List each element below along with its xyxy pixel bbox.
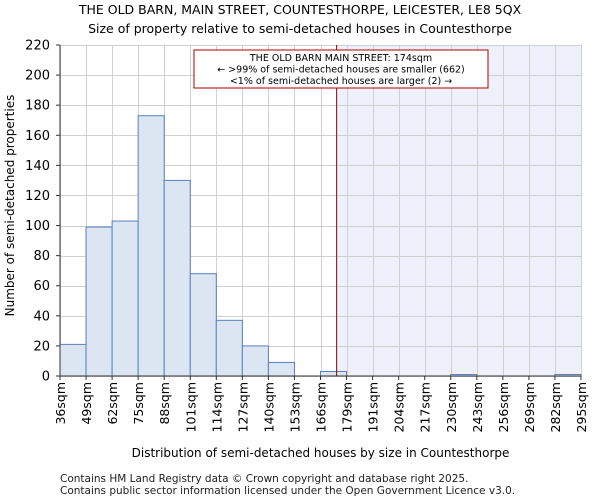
x-tick-label: 191sqm [366,382,381,432]
histogram-bar [137,115,165,377]
x-tick-label: 217sqm [418,382,433,432]
histogram-bar [215,319,243,377]
annotation-box [193,49,489,89]
x-tick-label: 114sqm [209,382,224,432]
histogram-bar [267,361,295,377]
footer-licence: Contains public sector information licen… [60,485,516,497]
x-tick-label: 140sqm [261,382,276,432]
annotation-line-1: THE OLD BARN MAIN STREET: 174sqm [249,53,432,64]
x-tick-label: 230sqm [444,382,459,432]
x-tick-label: 88sqm [157,382,172,425]
x-tick-label: 204sqm [392,382,407,432]
y-tick-label: 180 [25,99,50,114]
chart-title: THE OLD BARN, MAIN STREET, COUNTESTHORPE… [78,2,522,17]
larger-region-highlight [336,45,581,376]
histogram-bar [85,226,113,377]
y-tick-label: 40 [33,309,50,324]
histogram-bar [111,220,139,377]
x-tick-label: 62sqm [105,382,120,425]
x-tick-label: 179sqm [340,382,355,432]
y-tick-label: 0 [42,370,50,385]
y-tick-label: 140 [25,159,50,174]
x-tick-label: 269sqm [522,382,537,432]
chart-subtitle: Size of property relative to semi-detach… [88,21,512,36]
x-axis-label: Distribution of semi-detached houses by … [132,446,510,460]
y-tick-label: 80 [33,249,50,264]
annotation-line-3: <1% of semi-detached houses are larger (… [230,76,452,87]
y-tick-label: 120 [25,189,50,204]
x-tick-label: 166sqm [314,382,329,432]
y-axis-label: Number of semi-detached properties [3,95,17,317]
x-tick-label: 243sqm [470,382,485,432]
footer-copyright: Contains HM Land Registry data © Crown c… [60,473,469,485]
x-tick-label: 36sqm [53,382,68,425]
histogram-bar [163,179,191,377]
annotation-line-2: ← >99% of semi-detached houses are small… [217,65,465,76]
x-tick-label: 256sqm [496,382,511,432]
y-tick-label: 60 [33,279,50,294]
histogram-chart: 0 20 40 60 80 100 120 140 160 180 200 220 36sqm 49sqm… [3,39,589,461]
x-tick-label: 49sqm [79,382,94,425]
y-tick-label: 20 [33,339,50,354]
histogram-bar [241,345,269,377]
histogram-bar [59,343,87,377]
histogram-bar [320,370,348,377]
x-tick-label: 153sqm [287,382,302,432]
y-tick-label: 220 [25,39,50,54]
x-tick-label: 295sqm [574,382,589,432]
x-tick-label: 282sqm [548,382,563,432]
x-tick-label: 75sqm [131,382,146,425]
x-tick-label: 101sqm [183,382,198,432]
y-tick-label: 160 [25,129,50,144]
x-tick-label: 127sqm [235,382,250,432]
histogram-bar [189,273,217,377]
y-tick-label: 100 [25,219,50,234]
y-tick-label: 200 [25,69,50,84]
